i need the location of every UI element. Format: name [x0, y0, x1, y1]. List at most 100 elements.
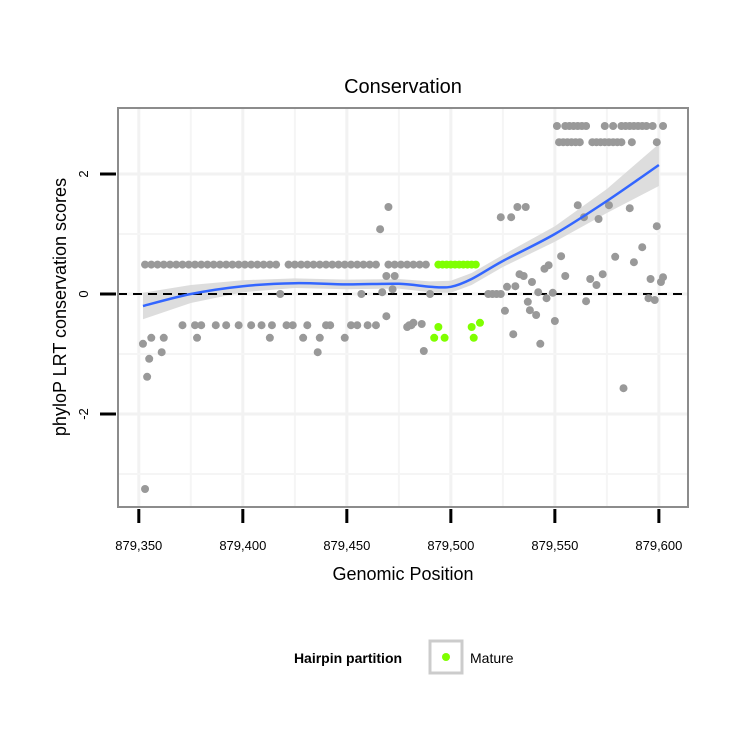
point-other [353, 260, 362, 269]
point-other [326, 321, 335, 330]
point-mature [430, 333, 439, 342]
y-axis-label: phyloP LRT conservation scores [50, 178, 70, 436]
point-other [153, 260, 162, 269]
point-other [197, 260, 206, 269]
point-other [552, 122, 561, 130]
point-other [141, 485, 150, 493]
point-other [396, 260, 405, 269]
point-other [390, 260, 399, 269]
point-other [409, 318, 418, 327]
point-other [582, 297, 591, 306]
point-mature [471, 260, 480, 269]
y-tick-label: -2 [76, 408, 91, 420]
point-other [550, 317, 559, 325]
point-other [496, 213, 505, 222]
point-other [197, 321, 206, 330]
point-other [648, 122, 657, 130]
panel-border [117, 107, 689, 508]
y-tick-label: 0 [76, 290, 91, 297]
point-other [371, 260, 380, 269]
x-tick-label: 879,350 [115, 538, 162, 553]
point-other [542, 294, 551, 303]
point-other [513, 203, 522, 211]
point-other [209, 260, 218, 269]
x-tick-label: 879,600 [635, 538, 682, 553]
point-other [313, 348, 322, 357]
plot-panel [118, 108, 688, 507]
point-other [525, 306, 534, 315]
point-other [376, 225, 385, 234]
point-other [627, 138, 636, 147]
point-other [340, 333, 349, 342]
point-other [532, 311, 541, 319]
point-other [598, 270, 607, 279]
axes: 879,350 879,400 879,450 879,500 879,550 879,6… [76, 170, 682, 553]
point-other [141, 260, 150, 269]
point-other [288, 321, 297, 330]
point-other [388, 285, 397, 294]
point-other [315, 260, 324, 269]
point-mature [440, 333, 449, 342]
point-other [409, 260, 418, 269]
point-other [234, 260, 243, 269]
x-tick-label: 879,400 [219, 538, 266, 553]
point-other [359, 260, 368, 269]
point-other [417, 320, 426, 328]
point-other [259, 260, 268, 269]
point-other [284, 260, 293, 269]
point-other [509, 330, 518, 339]
point-other [309, 260, 318, 269]
x-tick-label: 879,550 [531, 538, 578, 553]
point-other [346, 321, 355, 330]
point-other [659, 273, 668, 282]
point-other [276, 290, 285, 298]
point-other [384, 203, 393, 211]
point-other [534, 288, 543, 297]
point-other [247, 260, 256, 269]
point-other [184, 260, 193, 269]
point-other [190, 321, 199, 330]
point-other [178, 260, 187, 269]
y-tick-label: 2 [76, 170, 91, 177]
point-other [138, 339, 147, 348]
point-other [211, 321, 220, 330]
point-other [159, 333, 168, 342]
point-other [145, 354, 154, 363]
point-other [378, 288, 387, 297]
point-other [190, 260, 199, 269]
point-other [240, 260, 249, 269]
point-other [322, 260, 331, 269]
point-other [557, 252, 566, 261]
x-axis-label: Genomic Position [332, 564, 473, 584]
point-other [215, 260, 224, 269]
point-other [203, 260, 212, 269]
point-other [267, 321, 276, 330]
point-other [511, 282, 520, 291]
point-other [222, 321, 231, 330]
point-other [357, 290, 366, 298]
point-other [234, 321, 243, 330]
legend-title: Hairpin partition [294, 650, 402, 666]
point-other [592, 281, 601, 289]
point-other [500, 306, 509, 315]
point-other [247, 321, 256, 330]
point-other [646, 275, 655, 283]
point-other [353, 321, 362, 330]
point-other [299, 333, 308, 342]
smooth-line [142, 163, 660, 308]
point-other [157, 348, 166, 357]
point-other [625, 204, 634, 213]
point-other [575, 138, 584, 147]
chart-title: Conservation [344, 76, 462, 98]
point-other [178, 321, 187, 330]
point-other [265, 260, 274, 269]
smooth-fit-line [142, 163, 660, 308]
point-other [561, 272, 570, 280]
point-other [403, 323, 412, 331]
point-mature [469, 333, 478, 342]
x-tick-label: 879,450 [323, 538, 370, 553]
point-other [363, 321, 372, 330]
point-other [507, 213, 516, 222]
point-other [426, 290, 435, 298]
